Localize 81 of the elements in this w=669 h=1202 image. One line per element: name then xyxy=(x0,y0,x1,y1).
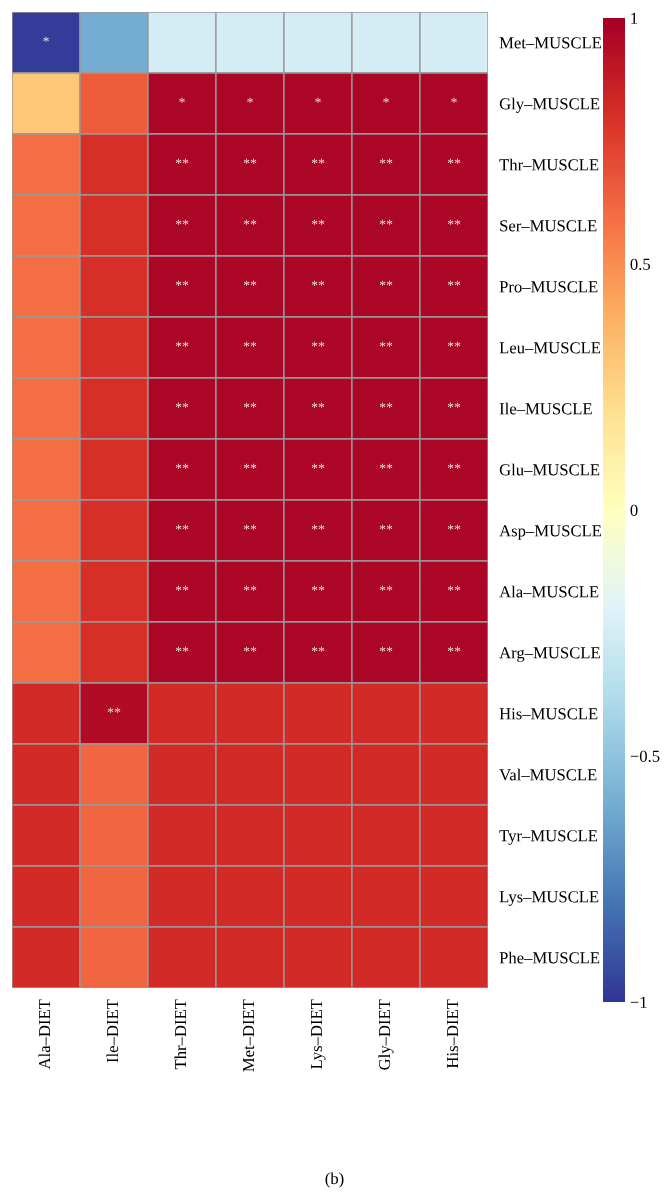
data-label: ** xyxy=(311,341,325,347)
data-label: ** xyxy=(175,646,189,652)
color-bar-label: 1 xyxy=(631,12,638,24)
y-tick-label: Ala–MUSCLE xyxy=(499,585,599,598)
data-label: ** xyxy=(311,463,325,469)
data-label: ** xyxy=(311,158,325,164)
data-label: ** xyxy=(175,463,189,469)
y-tick-label: Asp–MUSCLE xyxy=(499,525,602,540)
y-tick-label: Met–MUSCLE xyxy=(499,37,602,49)
data-label: ** xyxy=(107,707,121,713)
color-bar-label: 0 xyxy=(630,504,638,516)
data-label: ** xyxy=(175,280,189,286)
data-label: ** xyxy=(311,646,325,652)
x-tick-label: Lys–DIET xyxy=(311,999,326,1069)
data-label: ** xyxy=(243,341,257,347)
y-tick-label: Ser–MUSCLE xyxy=(500,220,597,232)
data-label: ** xyxy=(175,158,189,164)
y-tick-label: Val–MUSCLE xyxy=(499,768,597,781)
data-label: ** xyxy=(243,158,257,164)
data-label: ** xyxy=(447,646,461,652)
data-label: * xyxy=(315,97,321,103)
data-label: ** xyxy=(447,585,461,591)
data-label: ** xyxy=(447,280,461,286)
data-label: ** xyxy=(243,280,257,286)
y-tick-label: Pro–MUSCLE xyxy=(499,281,598,293)
data-label: * xyxy=(179,97,185,103)
data-label: ** xyxy=(243,585,257,591)
data-label: ** xyxy=(175,585,189,591)
data-label: * xyxy=(451,97,457,103)
y-tick-label: Tyr–MUSCLE xyxy=(499,830,598,845)
data-label: ** xyxy=(379,402,393,408)
x-tick-label: Ile–DIET xyxy=(106,999,119,1063)
data-label: ** xyxy=(243,524,257,530)
data-label: ** xyxy=(175,219,189,225)
data-label: ** xyxy=(379,463,393,469)
y-tick-label: Leu–MUSCLE xyxy=(499,342,601,354)
data-label: * xyxy=(383,97,389,103)
color-bar-label: 0.5 xyxy=(630,258,651,271)
data-label: ** xyxy=(447,158,461,164)
y-tick-label: Thr–MUSCLE xyxy=(499,158,599,171)
x-tick-label: Ala–DIET xyxy=(38,999,51,1070)
x-tick-label: Thr–DIET xyxy=(174,999,187,1070)
data-label: ** xyxy=(243,463,257,469)
data-label: ** xyxy=(311,402,325,408)
data-label: ** xyxy=(243,219,257,225)
color-bar-label: −0.5 xyxy=(630,750,660,763)
data-label: ** xyxy=(175,402,189,408)
data-label: ** xyxy=(447,524,461,530)
data-label: ** xyxy=(447,219,461,225)
y-tick-label: Arg–MUSCLE xyxy=(499,647,600,662)
y-tick-label: Glu–MUSCLE xyxy=(499,463,600,476)
data-label: ** xyxy=(447,341,461,347)
x-tick-label: Met–DIET xyxy=(243,999,255,1072)
data-label: ** xyxy=(379,280,393,286)
color-bar-label: −1 xyxy=(630,996,647,1008)
data-label: ** xyxy=(379,524,393,530)
data-label: ** xyxy=(379,219,393,225)
data-label: ** xyxy=(311,280,325,286)
data-label: * xyxy=(43,36,49,42)
data-label: ** xyxy=(175,341,189,347)
x-tick-label: His–DIET xyxy=(446,999,459,1069)
data-label: ** xyxy=(379,341,393,347)
y-tick-label: Phe–MUSCLE xyxy=(499,951,600,964)
y-tick-label: Gly–MUSCLE xyxy=(499,97,600,113)
y-tick-label: Lys–MUSCLE xyxy=(499,891,599,906)
data-label: ** xyxy=(379,158,393,164)
data-label: ** xyxy=(447,463,461,469)
data-label: * xyxy=(247,97,253,103)
data-label: ** xyxy=(379,646,393,652)
y-tick-label: Ile–MUSCLE xyxy=(499,402,592,415)
data-label: ** xyxy=(175,524,189,530)
data-label: ** xyxy=(311,585,325,591)
y-tick-label: His–MUSCLE xyxy=(499,708,598,720)
data-label: ** xyxy=(447,402,461,408)
data-label: ** xyxy=(311,524,325,530)
text: (b) xyxy=(325,1172,344,1188)
x-tick-label: Gly–DIET xyxy=(378,999,394,1070)
data-label: ** xyxy=(379,585,393,591)
data-label: ** xyxy=(243,646,257,652)
data-label: ** xyxy=(311,219,325,225)
data-label: ** xyxy=(243,402,257,408)
